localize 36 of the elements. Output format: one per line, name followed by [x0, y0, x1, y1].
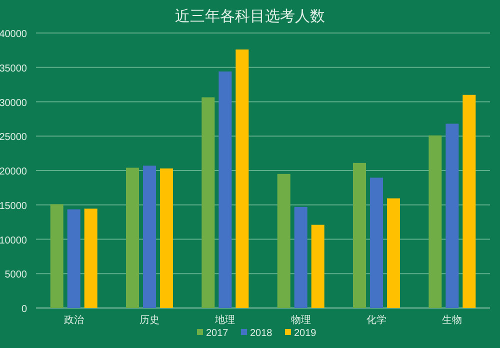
bar	[160, 168, 173, 308]
x-tick-label: 生物	[442, 314, 462, 326]
bar	[143, 166, 156, 308]
legend-label: 2017	[206, 328, 229, 339]
bar	[126, 168, 139, 308]
legend-label: 2018	[250, 328, 273, 339]
bar	[218, 72, 232, 308]
y-tick-label: 25000	[0, 132, 28, 144]
bar	[311, 224, 324, 308]
x-tick-label: 历史	[140, 314, 160, 326]
x-tick-label: 地理	[214, 314, 236, 326]
y-tick-label: 5000	[4, 270, 28, 281]
bar	[50, 204, 64, 308]
bar	[387, 198, 400, 308]
bar	[84, 208, 98, 308]
bar	[277, 174, 290, 308]
x-tick-label: 政治	[64, 314, 84, 326]
bar	[294, 206, 308, 308]
y-tick-label: 10000	[0, 235, 28, 246]
x-tick-label: 物理	[290, 315, 311, 326]
chart-title: 近三年各科目选考人数	[175, 8, 325, 25]
y-tick-label: 20000	[0, 166, 28, 178]
legend-label: 2019	[294, 328, 317, 339]
bar	[462, 94, 476, 308]
bar	[428, 135, 442, 308]
y-tick-label: 0	[21, 304, 28, 315]
x-tick-label: 化学	[366, 314, 386, 326]
bar	[236, 50, 249, 308]
bar	[67, 209, 80, 308]
bar	[202, 97, 215, 308]
y-tick-label: 15000	[0, 200, 28, 212]
bar	[353, 162, 366, 308]
bar	[370, 178, 383, 308]
y-tick-label: 35000	[0, 63, 28, 74]
bar	[446, 124, 459, 308]
y-tick-label: 30000	[0, 98, 28, 109]
